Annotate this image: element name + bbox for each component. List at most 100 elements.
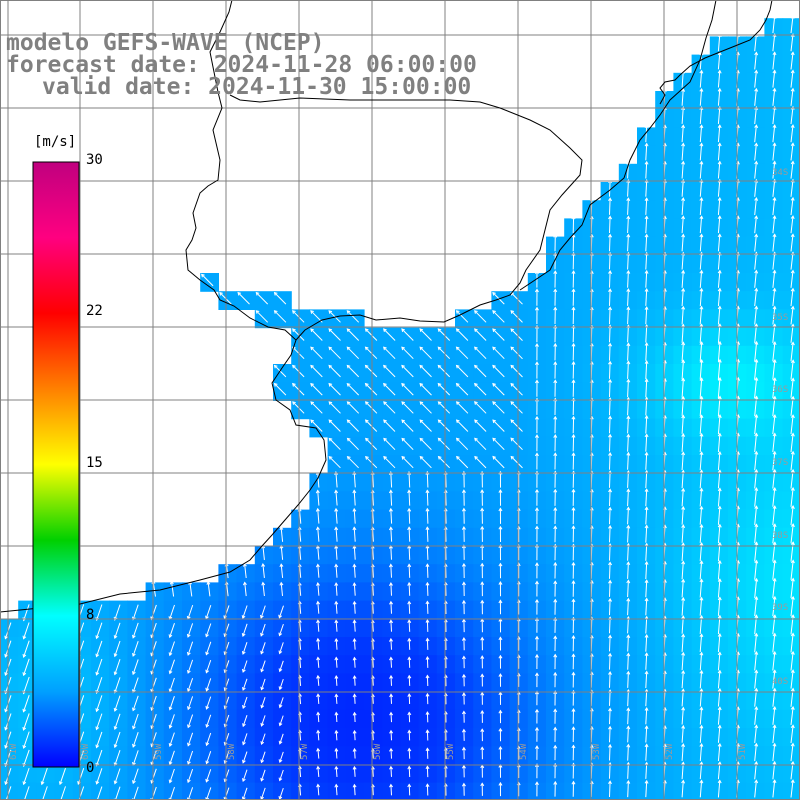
- wind-arrow: [534, 653, 539, 670]
- wind-arrow: [717, 124, 722, 143]
- wind-arrow: [608, 306, 613, 325]
- wind-arrow: [407, 489, 412, 506]
- wind-arrow: [480, 710, 485, 723]
- wind-arrow: [480, 489, 485, 506]
- wind-arrow: [316, 711, 321, 723]
- wind-arrow: [328, 382, 341, 396]
- wind-arrow: [772, 632, 777, 653]
- wind-arrow: [205, 714, 212, 728]
- wind-arrow: [608, 233, 613, 252]
- wind-arrow: [699, 359, 704, 380]
- wind-arrow: [534, 434, 539, 452]
- lon-label: 58W: [227, 743, 237, 760]
- wind-arrow: [498, 562, 503, 579]
- lon-label: 57W: [300, 743, 310, 760]
- wind-arrow: [790, 487, 795, 507]
- wind-arrow: [95, 622, 103, 640]
- wind-arrow: [315, 471, 320, 488]
- wind-arrow: [22, 622, 30, 640]
- wind-arrow: [790, 523, 795, 544]
- wind-arrow: [389, 711, 394, 723]
- wind-arrow: [534, 708, 539, 724]
- wind-arrow: [534, 745, 539, 760]
- wind-arrow: [790, 269, 795, 288]
- wind-arrow: [571, 361, 576, 379]
- wind-arrow: [699, 560, 704, 580]
- wind-arrow: [717, 358, 722, 380]
- wind-arrow: [425, 692, 430, 705]
- wind-arrow: [334, 507, 339, 524]
- wind-arrow: [553, 561, 558, 579]
- wind-arrow: [571, 525, 576, 543]
- wind-arrow: [553, 434, 558, 452]
- wind-arrow: [461, 764, 466, 778]
- wind-arrow: [626, 197, 631, 215]
- wind-arrow: [644, 160, 649, 179]
- wind-arrow: [772, 523, 777, 544]
- wind-arrow: [425, 619, 430, 632]
- wind-arrow: [260, 769, 266, 782]
- wind-arrow: [113, 677, 121, 694]
- wind-arrow: [626, 725, 631, 743]
- wind-arrow: [754, 595, 759, 617]
- wind-arrow: [754, 742, 759, 762]
- wind-arrow: [352, 619, 357, 632]
- wind-arrow: [772, 505, 777, 526]
- wind-arrow: [534, 562, 539, 579]
- wind-arrow: [316, 656, 321, 668]
- wind-arrow: [242, 678, 248, 691]
- wind-arrow: [316, 674, 321, 686]
- wind-arrow: [772, 215, 777, 234]
- wind-arrow: [681, 487, 686, 507]
- wind-arrow: [772, 341, 777, 362]
- coastline-segment: [519, 0, 717, 291]
- wind-arrow: [328, 364, 341, 378]
- wind-arrow: [456, 455, 469, 469]
- wind-arrow: [388, 563, 393, 578]
- wind-arrow: [681, 142, 686, 161]
- wind-arrow: [626, 707, 631, 725]
- wind-arrow: [681, 433, 686, 452]
- wind-arrow: [437, 382, 451, 396]
- wind-arrow: [644, 269, 649, 288]
- wind-arrow: [205, 659, 212, 674]
- wind-arrow: [681, 359, 686, 380]
- wind-arrow: [492, 419, 505, 432]
- wind-arrow: [498, 544, 503, 561]
- lat-label: 35S: [772, 313, 788, 323]
- wind-arrow: [626, 506, 631, 525]
- wind-arrow: [571, 506, 576, 525]
- wind-arrow: [699, 706, 704, 725]
- wind-arrow: [608, 488, 613, 507]
- wind-arrow: [571, 671, 576, 688]
- wind-arrow: [419, 346, 432, 360]
- wind-arrow: [95, 658, 103, 676]
- wind-arrow: [292, 328, 305, 341]
- wind-arrow: [553, 270, 558, 288]
- wind-arrow: [553, 342, 558, 361]
- wind-arrow: [699, 160, 704, 179]
- wind-arrow: [772, 742, 777, 762]
- wind-arrow: [474, 455, 487, 469]
- wind-arrow: [132, 695, 139, 712]
- wind-arrow: [388, 471, 393, 488]
- wind-arrow: [772, 359, 777, 380]
- wind-arrow: [425, 674, 430, 687]
- wind-arrow: [681, 779, 686, 798]
- wind-arrow: [310, 328, 323, 341]
- wind-arrow: [699, 743, 704, 761]
- wind-arrow: [754, 340, 759, 362]
- wind-arrow: [328, 437, 341, 451]
- wind-arrow: [278, 697, 284, 709]
- wind-arrow: [22, 695, 30, 713]
- wind-arrow: [608, 707, 612, 725]
- wind-arrow: [553, 233, 558, 252]
- wind-arrow: [480, 544, 485, 561]
- wind-arrow: [534, 781, 539, 797]
- wind-arrow: [401, 455, 414, 469]
- wind-arrow: [553, 306, 558, 325]
- wind-arrow: [437, 437, 450, 451]
- wind-arrow: [681, 743, 686, 761]
- wind-arrow: [790, 414, 795, 435]
- wind-arrow: [22, 731, 30, 749]
